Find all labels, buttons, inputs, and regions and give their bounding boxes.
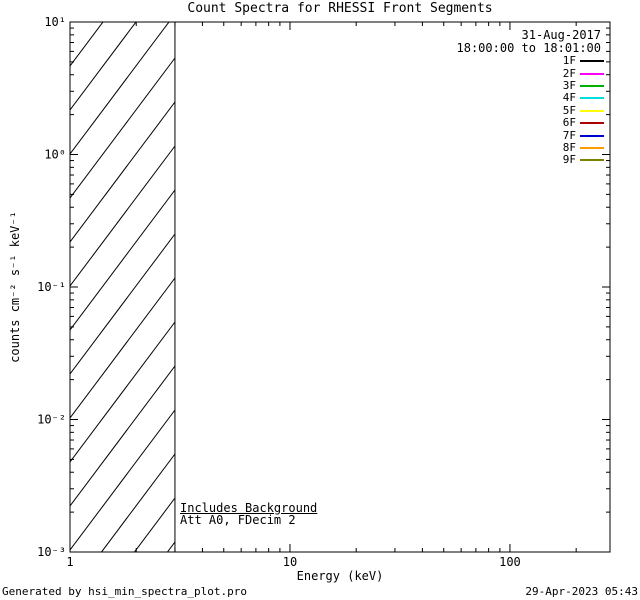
legend-entry-7f: 7F [563, 129, 604, 141]
legend-color-line [580, 134, 604, 137]
x-axis-label: Energy (keV) [296, 569, 384, 583]
legend-color-line [580, 159, 604, 162]
y-tick-label: 10⁻¹ [37, 280, 66, 294]
y-tick-label: 10⁻³ [37, 545, 66, 559]
legend: 1F 2F 3F 4F 5F 6F 7F 8F 9F [563, 55, 604, 167]
legend-color-line [580, 72, 604, 75]
legend-color-line [580, 146, 604, 149]
legend-entry-label: 5F [562, 103, 576, 117]
legend-entry-label: 6F [562, 116, 576, 130]
legend-date: 31-Aug-2017 [521, 28, 601, 42]
legend-color-line [580, 84, 604, 87]
footer-timestamp: 29-Apr-2023 05:43 [525, 585, 638, 598]
annotation-includes-background: Includes Background [180, 501, 318, 515]
y-axis-label: counts cm⁻² s⁻¹ keV⁻¹ [8, 211, 22, 363]
axis-ticks [69, 21, 610, 553]
generated-by-text: Generated by hsi_min_spectra_plot.pro [2, 585, 248, 598]
x-tick-label: 10 [283, 555, 297, 569]
legend-entry-label: 3F [562, 78, 576, 92]
legend-entry-5f: 5F [562, 103, 604, 117]
legend-entry-1f: 1F [563, 55, 604, 67]
legend-entry-label: 9F [562, 153, 576, 167]
legend-entry-2f: 2F [563, 67, 604, 79]
legend-time-range: 18:00:00 to 18:01:00 [456, 41, 602, 55]
legend-color-line [580, 60, 604, 63]
legend-entry-3f: 3F [562, 78, 604, 92]
axes-box [69, 21, 611, 553]
x-tick-label: 1 [66, 555, 73, 569]
y-tick-label: 10¹ [44, 15, 66, 29]
legend-color-line [580, 122, 604, 125]
legend-entry-label: 1F [562, 54, 576, 68]
legend-entry-9f: 9F [563, 154, 604, 166]
legend-entry-label: 2F [562, 66, 576, 80]
y-tick-label: 10⁻² [37, 413, 66, 427]
tick-labels: 1 10 100 10¹ 10⁰ 10⁻¹ 10⁻² 10⁻³ [37, 15, 521, 569]
legend-entry-8f: 8F [562, 140, 604, 154]
legend-color-line [580, 97, 604, 100]
legend-entry-label: 4F [562, 91, 576, 105]
hatched-region [70, 22, 175, 552]
y-tick-label: 10⁰ [44, 148, 66, 162]
legend-entry-6f: 6F [563, 117, 604, 129]
legend-entry-4f: 4F [563, 92, 604, 104]
legend-entry-label: 7F [562, 128, 576, 142]
legend-color-line [580, 109, 604, 112]
x-tick-label: 100 [499, 555, 521, 569]
chart-title: Count Spectra for RHESSI Front Segments [187, 1, 493, 16]
annotation-attenuator-state: Att A0, FDecim 2 [180, 513, 296, 527]
legend-entry-label: 8F [562, 140, 576, 154]
